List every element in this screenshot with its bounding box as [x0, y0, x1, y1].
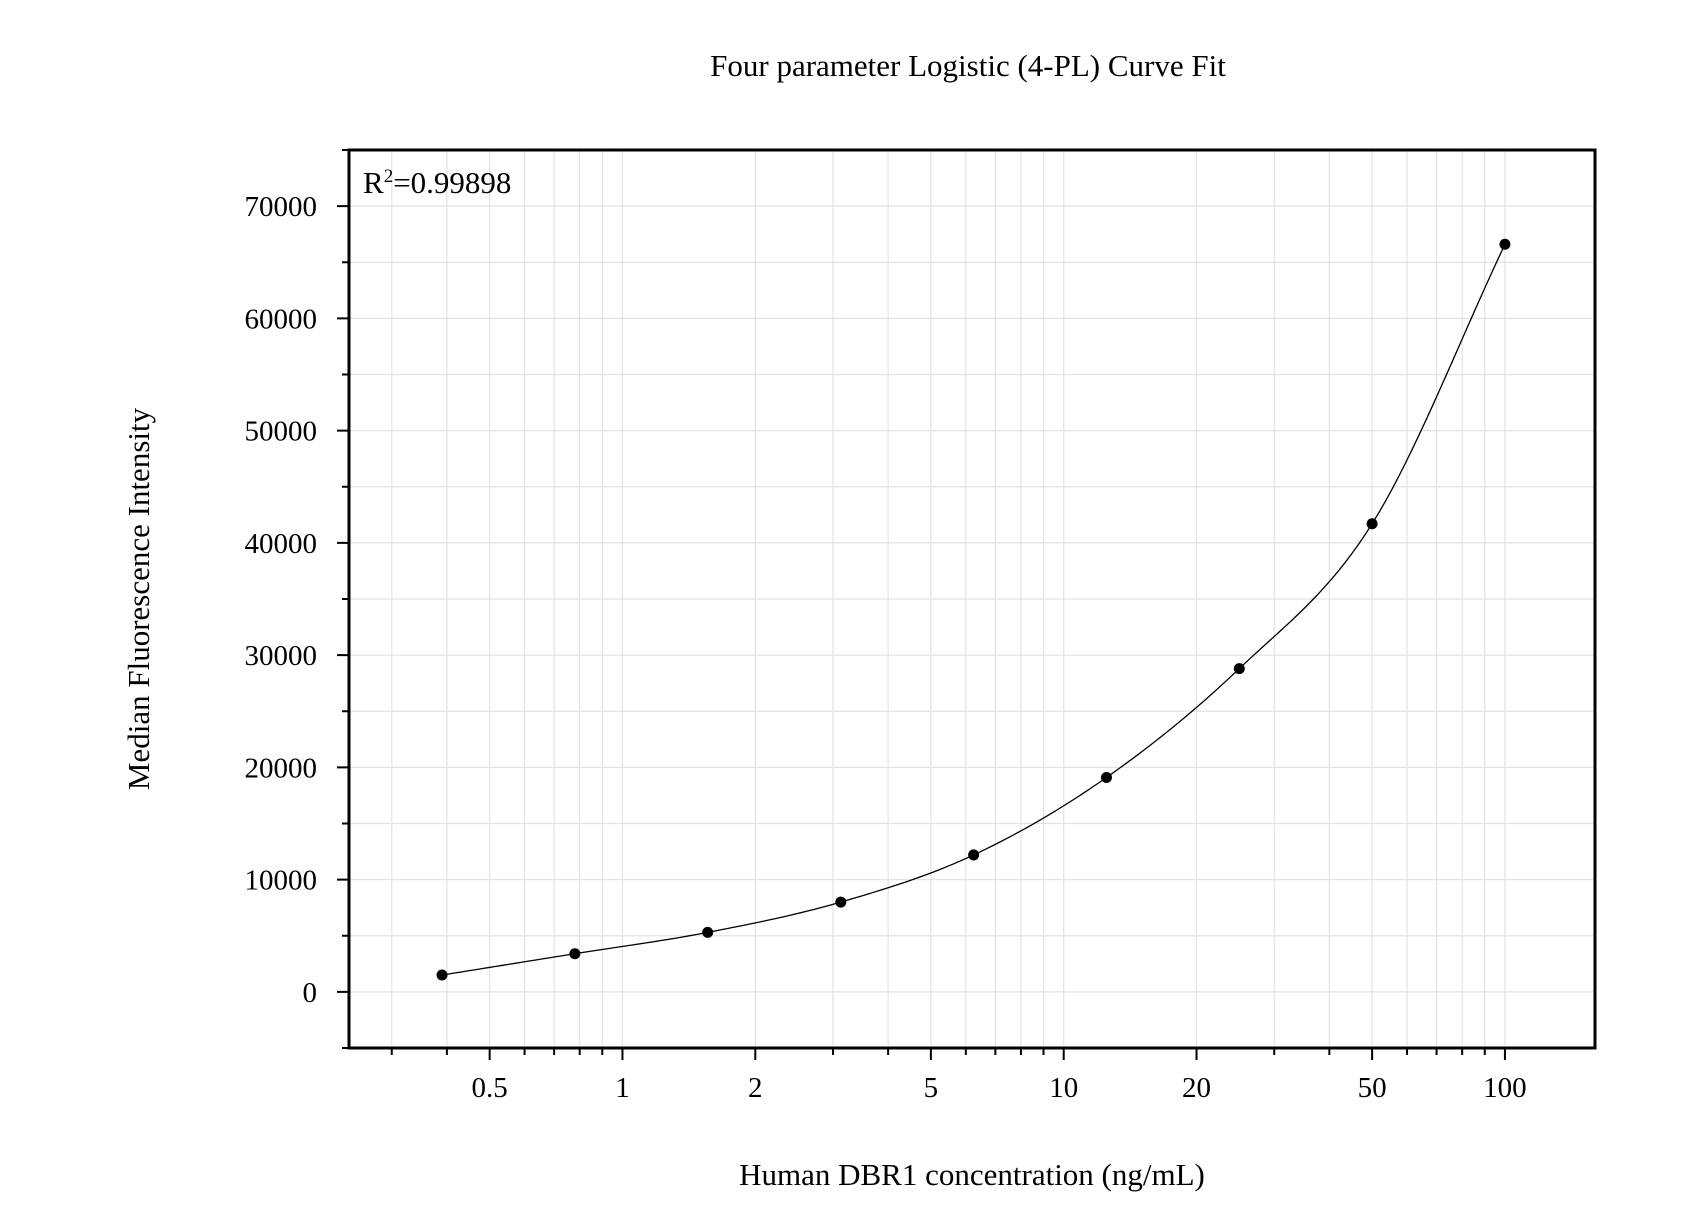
y-axis-label: Median Fluorescence Intensity — [121, 407, 156, 790]
data-point — [835, 896, 847, 908]
y-tick-label: 30000 — [245, 640, 318, 672]
r-squared-annotation: R2=0.99898 — [363, 165, 511, 200]
y-tick-label: 70000 — [245, 191, 318, 223]
grid — [349, 149, 1595, 1049]
fit-curve-path — [441, 244, 1506, 976]
y-axis: 0 10000 20000 30000 40000 50000 60000 70000 — [245, 149, 349, 1049]
y-tick-label: 50000 — [245, 416, 318, 448]
y-tick-label: 40000 — [245, 528, 318, 560]
y-tick-label: 10000 — [245, 865, 318, 897]
x-tick-label: 0.5 — [472, 1072, 508, 1104]
x-tick-label: 100 — [1483, 1072, 1527, 1104]
y-tick-label: 20000 — [245, 752, 318, 784]
data-point — [1100, 771, 1112, 783]
x-tick-label: 50 — [1358, 1072, 1387, 1104]
x-tick-label: 10 — [1049, 1072, 1078, 1104]
data-point — [702, 926, 714, 938]
x-tick-label: 20 — [1182, 1072, 1211, 1104]
x-tick-label: 2 — [748, 1072, 763, 1104]
r-squared-sup: 2 — [384, 166, 394, 187]
r-squared-value: =0.99898 — [393, 165, 511, 200]
data-point — [968, 849, 980, 861]
x-tick-label: 1 — [615, 1072, 630, 1104]
data-point — [1233, 663, 1245, 675]
data-point — [569, 948, 581, 960]
x-axis-label: Human DBR1 concentration (ng/mL) — [739, 1157, 1205, 1192]
r-squared-base: R — [363, 165, 384, 200]
y-tick-label: 60000 — [245, 303, 318, 335]
data-point — [1366, 518, 1378, 530]
data-point — [1499, 238, 1511, 250]
x-tick-label: 5 — [924, 1072, 939, 1104]
y-tick-label: 0 — [303, 977, 318, 1009]
data-points — [436, 238, 1511, 981]
data-point — [436, 969, 448, 981]
fit-curve — [441, 244, 1506, 976]
x-axis: 0.5 1 2 5 10 20 50 100 — [390, 1048, 1527, 1104]
chart-title: Four parameter Logistic (4-PL) Curve Fit — [710, 48, 1226, 83]
